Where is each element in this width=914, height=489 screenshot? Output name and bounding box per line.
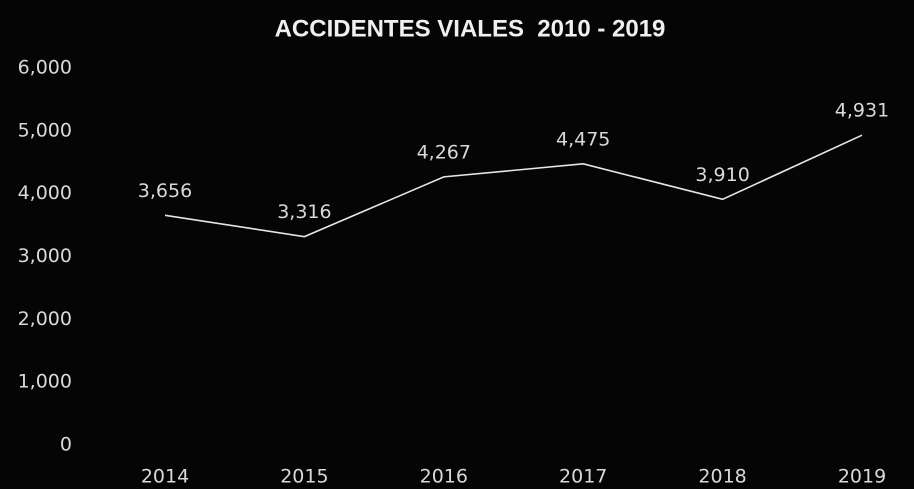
- data-label: 4,267: [417, 141, 471, 163]
- x-tick-label: 2019: [838, 466, 886, 488]
- y-tick-label: 0: [60, 434, 72, 456]
- chart-title: ACCIDENTES VIALES 2010 - 2019: [275, 15, 666, 42]
- data-label: 3,910: [695, 164, 749, 186]
- data-label: 4,475: [556, 128, 610, 150]
- x-tick-label: 2015: [280, 466, 328, 488]
- x-tick-label: 2016: [420, 466, 468, 488]
- y-tick-label: 3,000: [18, 245, 72, 267]
- x-tick-label: 2014: [141, 466, 189, 488]
- x-tick-label: 2018: [698, 466, 746, 488]
- y-tick-label: 1,000: [18, 371, 72, 393]
- x-tick-label: 2017: [559, 466, 607, 488]
- data-label: 4,931: [835, 100, 889, 122]
- y-tick-label: 4,000: [18, 182, 72, 204]
- data-label: 3,656: [138, 180, 192, 202]
- data-label: 3,316: [277, 201, 331, 223]
- y-tick-label: 2,000: [18, 308, 72, 330]
- line: [164, 134, 863, 238]
- y-tick-label: 5,000: [18, 119, 72, 141]
- y-tick-label: 6,000: [18, 57, 72, 79]
